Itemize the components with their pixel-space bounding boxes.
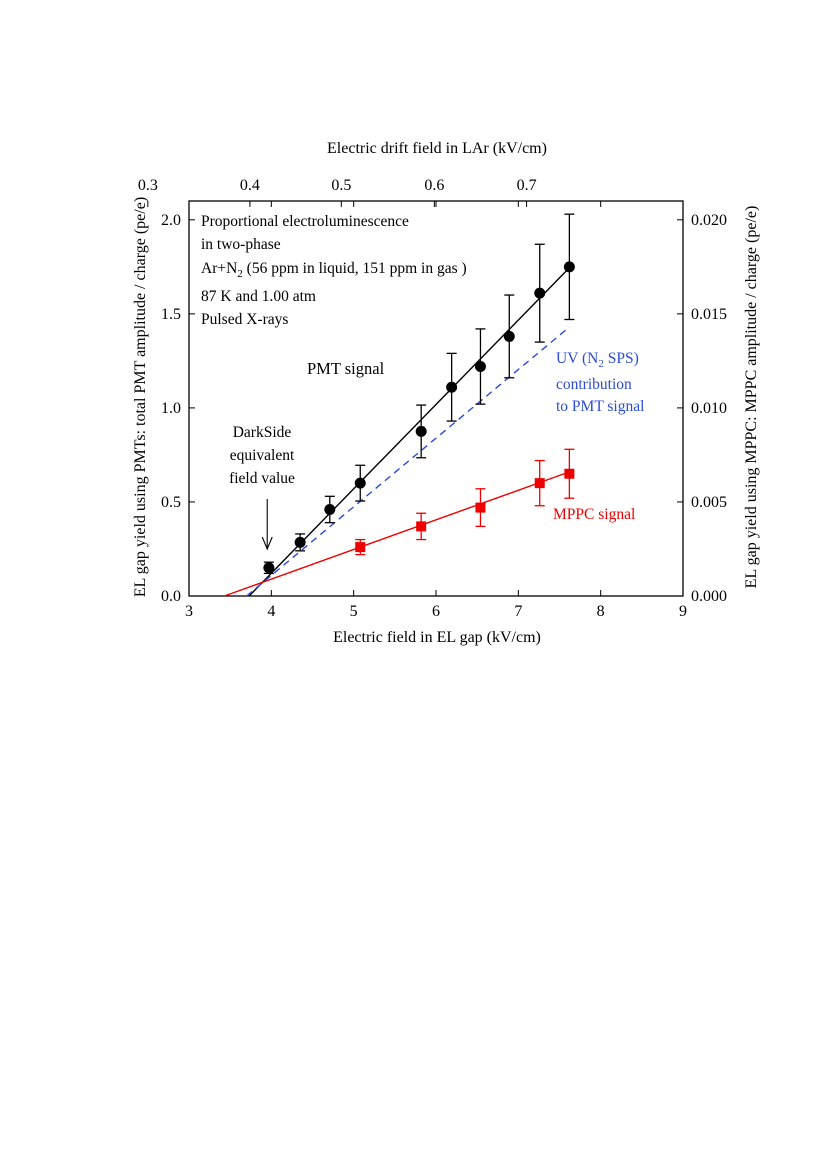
y-right-tick-label: 0.000 <box>691 588 727 605</box>
info-line-3: Ar+N2 (56 ppm in liquid, 151 ppm in gas … <box>201 260 467 280</box>
x-tick-label: 5 <box>350 603 358 620</box>
uv-label-line-3: to PMT signal <box>556 398 644 415</box>
x-tick-label: 7 <box>514 603 522 620</box>
top-axis-title: Electric drift field in LAr (kV/cm) <box>327 140 547 157</box>
pmt-data-point <box>474 361 486 373</box>
uv-label-sub: 2 <box>598 358 604 370</box>
x-tick-label: 4 <box>267 603 275 620</box>
top-tick-label: 0.4 <box>240 177 260 194</box>
pmt-data-point <box>354 477 366 489</box>
pmt-data-point <box>503 330 515 342</box>
arrow-head <box>261 536 273 551</box>
info-line-3-sub: 2 <box>237 268 243 280</box>
uv-label-line-2: contribution <box>556 376 632 393</box>
pmt-signal-label: PMT signal <box>307 359 385 378</box>
darkside-arrow <box>261 499 273 551</box>
info-line-2: in two-phase <box>201 236 281 253</box>
info-line-1: Proportional electroluminescence <box>201 213 409 230</box>
x-tick-label: 9 <box>679 603 687 620</box>
uv-label-pre: UV (N <box>556 350 598 367</box>
darkside-line-3: field value <box>229 470 295 487</box>
mppc-data-point <box>564 468 575 479</box>
darkside-line-1: DarkSide <box>233 424 292 441</box>
axis-ticks: 3 4 5 6 7 8 9 0.0 0.5 1.0 1.5 2.0 0.000 0.005 0.010 0.0… <box>138 177 727 620</box>
info-line-3-post: (56 ppm in liquid, 151 ppm in gas ) <box>243 260 467 277</box>
y-left-tick-label: 0.5 <box>161 494 181 511</box>
y-right-tick-label: 0.015 <box>691 306 727 323</box>
y-right-axis-title: EL gap yield using MPPC: MPPC amplitude … <box>743 206 760 589</box>
pmt-data-point <box>324 503 336 515</box>
mppc-signal-label: MPPC signal <box>553 506 635 523</box>
y-left-tick-label: 2.0 <box>161 212 181 229</box>
x-tick-label: 3 <box>185 603 193 620</box>
mppc-data-point <box>416 521 427 532</box>
top-tick-label: 0.7 <box>517 177 537 194</box>
mppc-data-point <box>534 478 545 489</box>
pmt-data-point <box>534 287 546 299</box>
x-tick-label: 6 <box>432 603 440 620</box>
info-line-3-pre: Ar+N <box>201 260 237 277</box>
y-left-tick-label: 1.0 <box>161 400 181 417</box>
y-right-tick-label: 0.005 <box>691 494 727 511</box>
mppc-data-point <box>355 542 366 553</box>
data-points <box>263 261 575 574</box>
pmt-data-point <box>563 261 575 273</box>
info-line-5: Pulsed X-rays <box>201 311 288 328</box>
y-left-tick-label: 1.5 <box>161 306 181 323</box>
top-tick-label: 0.5 <box>331 177 351 194</box>
info-line-4: 87 K and 1.00 atm <box>201 288 316 305</box>
pmt-data-point <box>446 381 458 393</box>
y-right-tick-label: 0.020 <box>691 212 727 229</box>
uv-label-post: SPS) <box>604 350 639 367</box>
mppc-fit-line <box>224 471 570 597</box>
uv-label-line-1: UV (N2 SPS) <box>556 350 639 370</box>
y-left-tick-label: 0.0 <box>161 588 181 605</box>
x-axis-title: Electric field in EL gap (kV/cm) <box>333 629 541 646</box>
top-tick-label: 0.3 <box>138 177 158 194</box>
pmt-data-point <box>415 425 427 437</box>
x-tick-label: 8 <box>597 603 605 620</box>
darkside-line-2: equivalent <box>230 447 295 464</box>
pmt-data-point <box>263 562 275 574</box>
y-right-tick-label: 0.010 <box>691 400 727 417</box>
pmt-data-point <box>294 536 306 548</box>
top-tick-label: 0.6 <box>424 177 444 194</box>
mppc-data-point <box>475 502 486 513</box>
y-left-axis-title: EL gap yield using PMTs: total PMT ampli… <box>132 197 149 597</box>
uv-dashed-line <box>246 326 570 597</box>
